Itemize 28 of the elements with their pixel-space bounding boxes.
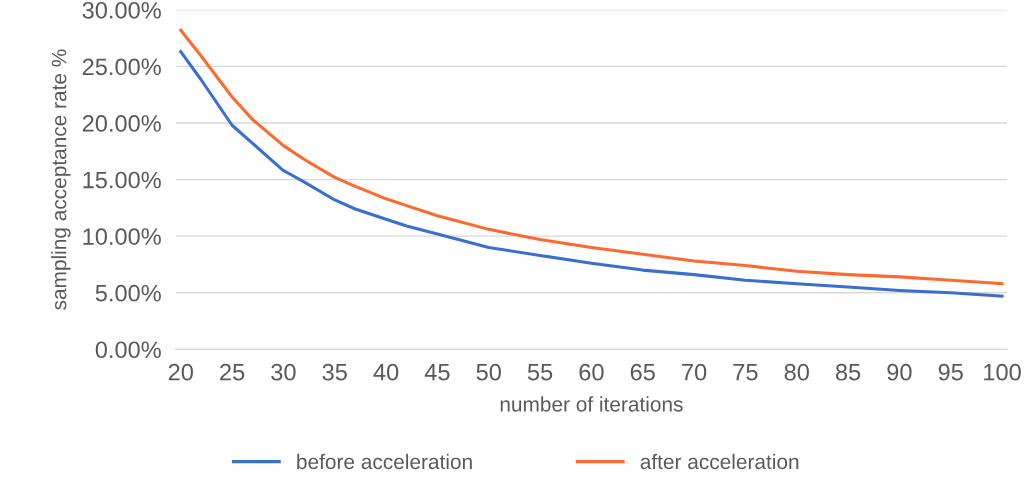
x-tick-label: 70 — [682, 363, 707, 381]
y-tick-label: 10.00% — [83, 228, 161, 245]
x-tick-label: 100 — [984, 363, 1021, 381]
x-tick-label: 55 — [527, 364, 553, 381]
y-tick-label: 30.00% — [82, 1, 161, 19]
x-tick-label: 60 — [579, 363, 604, 381]
y-tick-label: 5.00% — [95, 284, 161, 302]
x-tick-label: 20 — [168, 363, 193, 381]
x-tick-label: 50 — [476, 363, 501, 381]
x-tick-label: 25 — [220, 363, 245, 381]
x-tick-label: 30 — [271, 363, 296, 381]
y-tick-label: 20.00% — [82, 115, 161, 132]
legend-label: after acceleration — [640, 453, 799, 470]
x-tick-label: 95 — [938, 363, 963, 381]
x-tick-label: 40 — [373, 363, 399, 381]
x-tick-label: 65 — [630, 363, 655, 381]
x-axis-title: number of iterations — [500, 396, 683, 412]
x-tick-label: 85 — [835, 363, 861, 381]
legend-label: before acceleration — [297, 453, 472, 470]
y-tick-label: 25.00% — [82, 58, 161, 76]
x-tick-label: 90 — [887, 363, 912, 381]
y-tick-label: 15.00% — [83, 171, 161, 189]
x-tick-label: 35 — [322, 363, 347, 381]
y-axis-title: sampling acceptance rate % — [51, 49, 71, 310]
x-tick-label: 75 — [733, 364, 758, 381]
y-tick-label: 0.00% — [95, 341, 161, 359]
x-tick-label: 45 — [424, 364, 450, 381]
x-tick-label: 80 — [784, 363, 809, 381]
